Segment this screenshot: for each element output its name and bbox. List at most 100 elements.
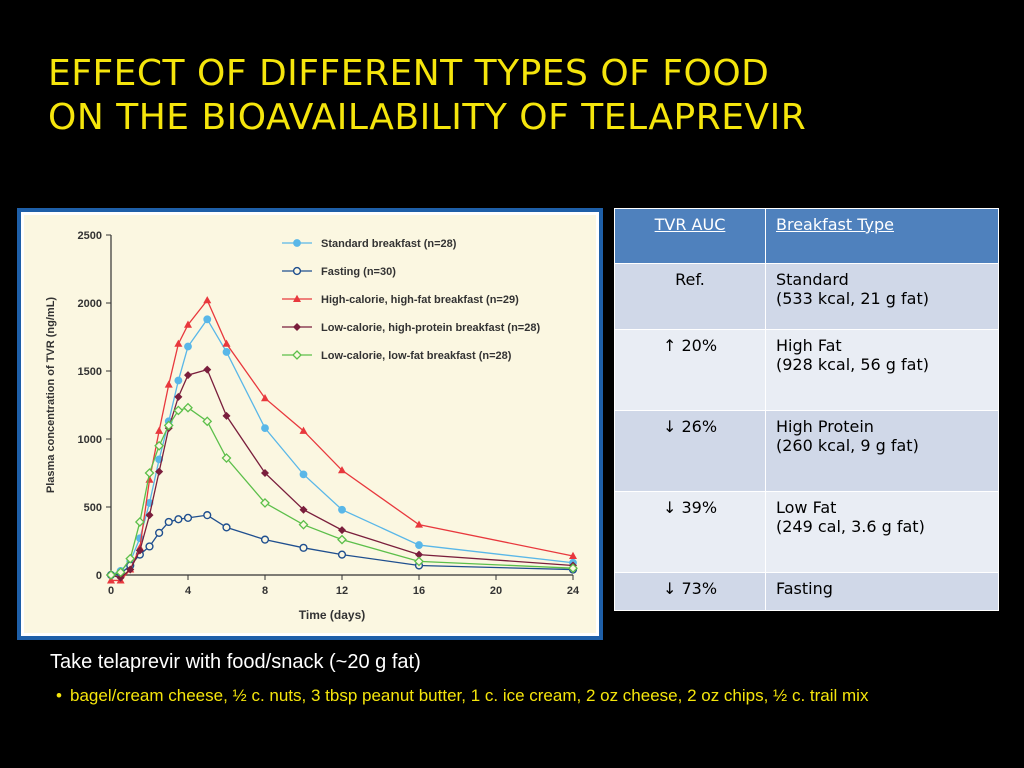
food-name: Low Fat [776, 498, 837, 517]
data-point-series-3 [155, 426, 164, 434]
data-point-series-4 [155, 467, 164, 476]
data-point-series-4 [415, 550, 423, 559]
food-cell: Fasting [765, 572, 999, 611]
data-point-series-3 [261, 394, 269, 402]
data-point-series-4 [184, 371, 192, 380]
data-point-series-3 [569, 551, 577, 559]
y-tick-label: 1500 [78, 366, 102, 378]
food-cell: Low Fat (249 cal, 3.6 g fat) [765, 491, 999, 573]
auc-cell: ↓ 39% [614, 491, 766, 573]
food-name: Standard [776, 270, 849, 289]
y-tick-label: 2000 [78, 298, 102, 310]
data-point-series-5 [221, 453, 232, 463]
data-point-series-5 [337, 534, 347, 545]
data-point-series-4 [203, 365, 212, 374]
auc-cell: ↑ 20% [614, 329, 766, 411]
x-tick-label: 4 [185, 585, 192, 597]
data-point-series-4 [116, 573, 125, 582]
food-note: Take telaprevir with food/snack (~20 g f… [50, 651, 421, 673]
legend-label-2: Fasting (n=30) [321, 266, 396, 278]
food-cell: High Fat (928 kcal, 56 g fat) [765, 329, 999, 411]
legend-label-5: Low-calorie, low-fat breakfast (n=28) [321, 350, 512, 362]
data-point-series-2 [145, 542, 154, 551]
data-point-series-5 [183, 402, 193, 413]
data-point-series-1 [261, 424, 269, 433]
legend-marker-4 [293, 323, 301, 331]
header-breakfast-type: Breakfast Type [765, 208, 999, 264]
data-point-series-5 [144, 468, 155, 478]
chart-frame: 0 500 1000 1500 2000 2500 0 4 8 12 16 20 24 Time (day… [17, 208, 603, 640]
food-detail: (249 cal, 3.6 g fat) [776, 517, 925, 536]
data-point-series-4 [338, 526, 346, 535]
data-point-series-3 [338, 466, 346, 474]
data-point-series-4 [299, 505, 308, 514]
table-row: Ref. Standard (533 kcal, 21 g fat) [614, 263, 999, 330]
data-point-series-5 [134, 517, 145, 527]
y-tick-label: 0 [96, 570, 102, 582]
food-cell: Standard (533 kcal, 21 g fat) [765, 263, 999, 330]
table-row: ↓ 26% High Protein (260 kcal, 9 g fat) [614, 410, 999, 492]
series-line-2 [110, 514, 574, 576]
data-point-series-3 [299, 426, 308, 434]
x-tick-label: 8 [262, 585, 268, 597]
food-name: High Fat [776, 336, 842, 355]
food-detail: (260 kcal, 9 g fat) [776, 436, 919, 455]
data-point-series-3 [164, 380, 173, 388]
x-tick-label: 24 [567, 585, 580, 597]
data-point-series-3 [415, 520, 423, 528]
data-point-series-5 [568, 563, 578, 574]
table-row: ↓ 73% Fasting [614, 572, 999, 611]
data-point-series-3 [184, 320, 192, 328]
data-point-series-2 [337, 550, 347, 559]
data-point-series-2 [183, 513, 193, 522]
legend-marker-1 [293, 239, 301, 247]
bullet-dot: • [56, 686, 62, 705]
data-point-series-2 [260, 535, 270, 544]
title-line-1: EFFECT OF DIFFERENT TYPES OF FOOD [48, 53, 770, 94]
y-tick-label: 1000 [78, 434, 102, 446]
data-point-series-4 [222, 411, 231, 420]
title-line-2: ON THE BIOAVAILABILITY OF TELAPREVIR [48, 97, 807, 138]
data-point-series-1 [299, 470, 308, 479]
x-axis-label: Time (days) [299, 608, 365, 622]
data-point-series-5 [115, 567, 126, 578]
data-point-series-2 [299, 543, 308, 552]
y-tick-label: 500 [84, 502, 102, 514]
chart-panel: 0 500 1000 1500 2000 2500 0 4 8 12 16 20 24 Time (day… [24, 215, 596, 633]
legend-label-4: Low-calorie, high-protein breakfast (n=2… [321, 322, 540, 334]
data-point-series-1 [222, 348, 231, 356]
data-point-series-3 [174, 339, 183, 347]
series-line-4 [110, 368, 574, 579]
data-point-series-5 [154, 440, 165, 451]
data-point-series-1 [184, 342, 192, 351]
x-tick-label: 0 [108, 585, 114, 597]
series-line-5 [110, 407, 574, 576]
legend-label-1: Standard breakfast (n=28) [321, 238, 457, 250]
data-point-series-2 [222, 523, 231, 532]
data-point-series-5 [414, 556, 424, 567]
food-examples-text: bagel/cream cheese, ½ c. nuts, 3 tbsp pe… [70, 686, 869, 705]
auc-cell: Ref. [614, 263, 766, 330]
data-point-series-1 [338, 505, 346, 514]
data-point-series-2 [174, 515, 183, 524]
food-detail: (928 kcal, 56 g fat) [776, 355, 929, 374]
y-axis-label: Plasma concentration of TVR (ng/mL) [45, 297, 57, 494]
legend-marker-2 [292, 266, 302, 276]
data-point-series-5 [125, 553, 136, 564]
data-point-series-2 [203, 511, 212, 520]
data-point-series-5 [202, 416, 213, 427]
data-point-series-1 [174, 376, 183, 385]
data-point-series-4 [126, 565, 135, 574]
data-point-series-3 [222, 339, 231, 347]
food-examples: • bagel/cream cheese, ½ c. nuts, 3 tbsp … [56, 684, 970, 708]
food-cell: High Protein (260 kcal, 9 g fat) [765, 410, 999, 492]
data-point-series-5 [163, 420, 174, 431]
x-tick-label: 20 [490, 585, 502, 597]
data-point-series-3 [203, 296, 212, 304]
table-row: ↓ 39% Low Fat (249 cal, 3.6 g fat) [614, 491, 999, 573]
data-point-series-1 [203, 315, 212, 324]
series-line-1 [110, 318, 574, 576]
slide-title: EFFECT OF DIFFERENT TYPES OF FOOD ON THE… [48, 52, 988, 140]
breakfast-table: TVR AUC Breakfast Type Ref. Standard (533… [614, 208, 999, 611]
table-header-row: TVR AUC Breakfast Type [614, 208, 999, 264]
